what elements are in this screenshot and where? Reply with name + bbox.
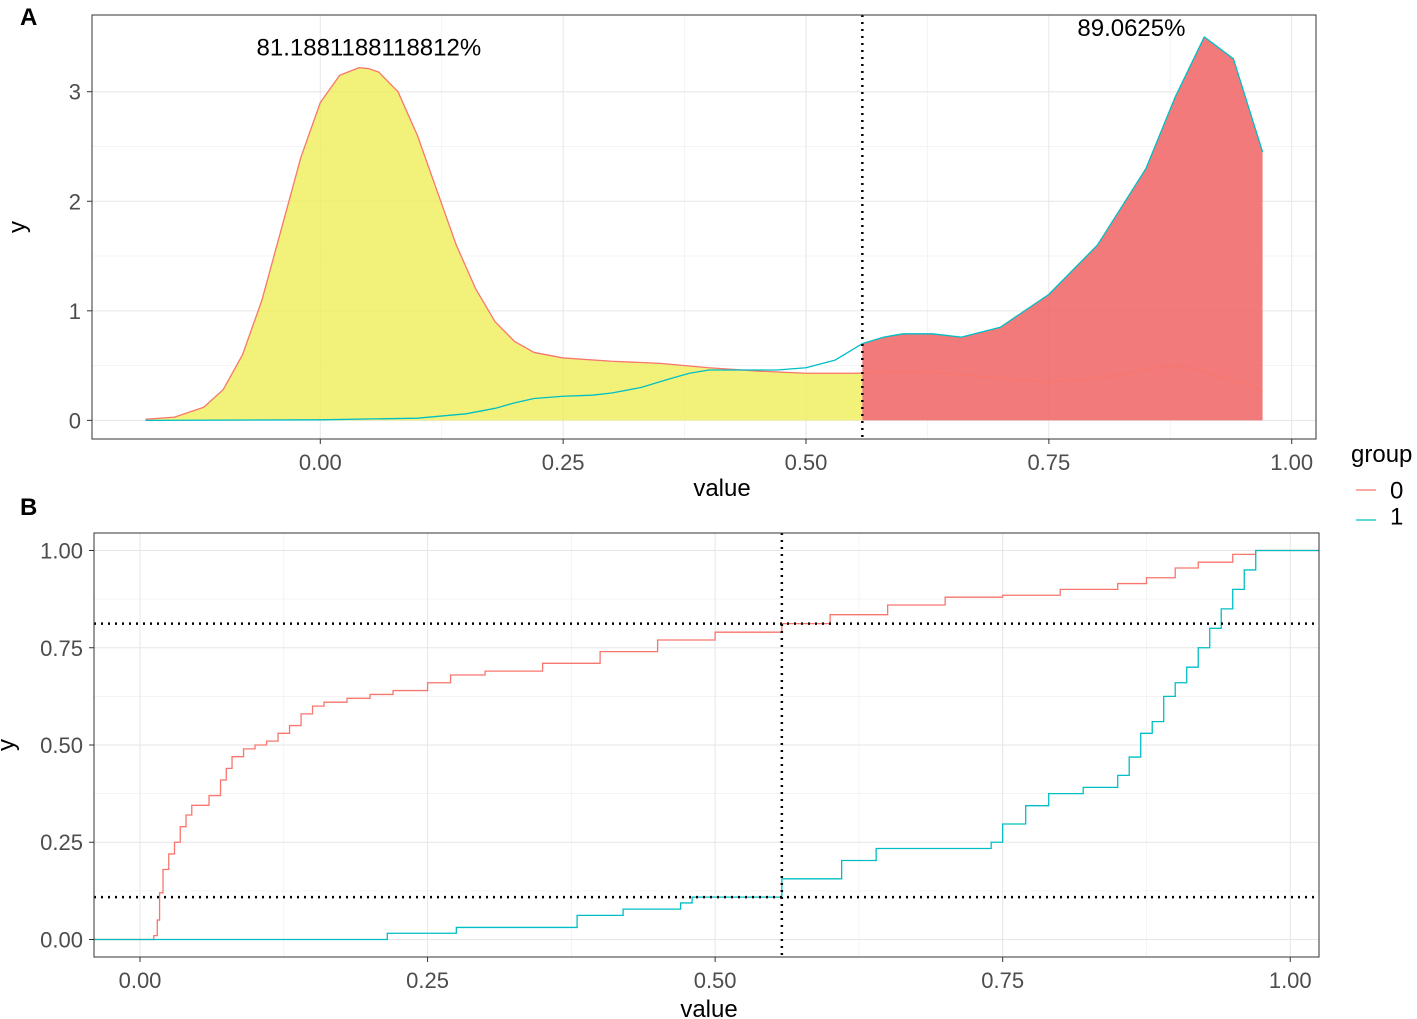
panel-a-x-tick-label: 0.00 <box>299 450 342 475</box>
panel-a-x-tick-label: 0.25 <box>542 450 585 475</box>
panel-b-y-axis-label: y <box>0 739 20 751</box>
annotation-left-percent: 81.1881188118812% <box>257 35 482 62</box>
panel-b-y-tick-label: 1.00 <box>40 539 83 564</box>
panel-a-ticks: 0.00 0.25 0.50 0.75 1.00 0 1 2 3 <box>69 80 1313 475</box>
panel-b-x-tick-label: 1.00 <box>1269 968 1312 993</box>
panel-a-y-tick-label: 2 <box>69 189 81 214</box>
panel-b-threshold-lines <box>94 533 1319 957</box>
panel-a-plot-border <box>91 14 1317 440</box>
panel-b-x-tick-label: 0.25 <box>406 968 449 993</box>
panel-a-y-tick-label: 0 <box>69 408 81 433</box>
panel-b-y-tick-label: 0.75 <box>40 636 83 661</box>
panel-b-label: B <box>20 494 37 521</box>
panel-b-y-tick-label: 0.25 <box>40 830 83 855</box>
panel-b-x-tick-label: 0.50 <box>694 968 737 993</box>
ecdf-line-group-0 <box>94 549 1319 941</box>
panel-a-x-tick-label: 0.50 <box>785 450 828 475</box>
panel-b-ticks: 0.00 0.25 0.50 0.75 1.00 0.00 0.25 0.50 0.75 1.00 <box>40 539 1311 993</box>
panel-a-label: A <box>20 4 37 31</box>
panel-b-x-axis-label: value <box>680 996 737 1019</box>
area-left-fill <box>145 67 863 421</box>
panel-b: B 0.00 0.25 0.50 0.75 1.00 0.00 0.25 0.50 0.75 1.… <box>0 494 1320 1019</box>
panel-a-fills <box>145 36 1263 421</box>
legend: group 0 1 <box>1351 441 1412 530</box>
area-right-fill <box>862 36 1263 421</box>
panel-a-x-tick-label: 1.00 <box>1270 450 1313 475</box>
legend-label-0: 0 <box>1390 477 1403 504</box>
panel-b-y-tick-label: 0.00 <box>40 927 83 952</box>
ecdf-line-group-1 <box>94 549 1319 941</box>
density-line-group-0 <box>145 66 1263 420</box>
panel-b-lines <box>94 549 1319 941</box>
panel-a-y-tick-label: 1 <box>69 299 81 324</box>
panel-a-x-tick-label: 0.75 <box>1027 450 1070 475</box>
density-line-group-1 <box>145 36 1264 422</box>
legend-title: group <box>1351 441 1412 468</box>
panel-a-lines <box>145 36 1264 422</box>
panel-a-x-axis-label: value <box>693 475 750 502</box>
panel-a: A 0.00 0.25 0.50 0.75 1.00 0 1 2 3 81.1881188118… <box>4 4 1317 502</box>
panel-b-y-tick-label: 0.50 <box>40 733 83 758</box>
panel-b-x-tick-label: 0.00 <box>119 968 162 993</box>
panel-b-x-tick-label: 0.75 <box>981 968 1024 993</box>
annotation-right-percent: 89.0625% <box>1077 15 1185 42</box>
panel-a-y-tick-label: 3 <box>69 80 81 105</box>
legend-label-1: 1 <box>1390 503 1403 530</box>
panel-a-y-axis-label: y <box>4 221 31 233</box>
